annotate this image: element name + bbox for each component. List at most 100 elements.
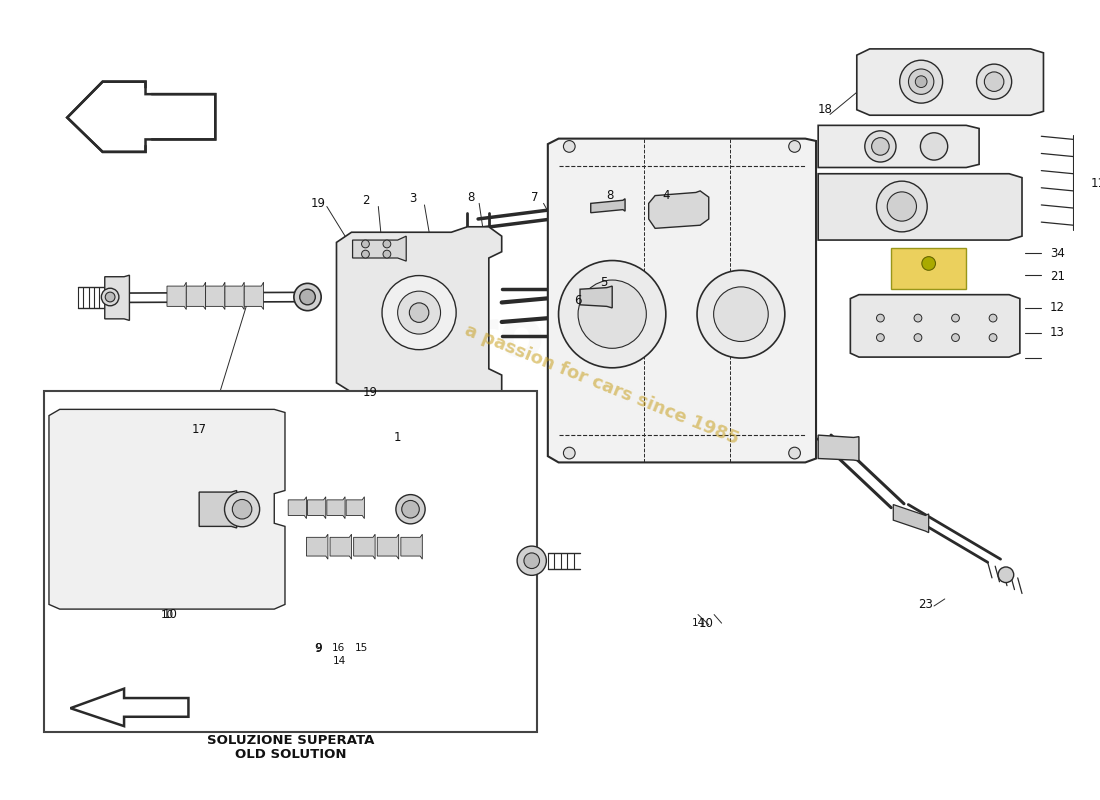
Text: 7: 7 bbox=[531, 190, 539, 204]
Circle shape bbox=[989, 334, 997, 342]
Circle shape bbox=[402, 501, 419, 518]
Circle shape bbox=[921, 133, 948, 160]
Polygon shape bbox=[818, 435, 859, 461]
Polygon shape bbox=[244, 282, 264, 310]
Circle shape bbox=[952, 334, 959, 342]
Circle shape bbox=[989, 314, 997, 322]
Circle shape bbox=[409, 303, 429, 322]
Circle shape bbox=[559, 261, 665, 368]
Text: 10: 10 bbox=[163, 608, 177, 621]
Circle shape bbox=[871, 138, 889, 155]
Circle shape bbox=[900, 60, 943, 103]
Circle shape bbox=[888, 192, 916, 221]
Circle shape bbox=[224, 492, 260, 526]
Text: 10: 10 bbox=[700, 617, 714, 630]
Circle shape bbox=[914, 334, 922, 342]
Circle shape bbox=[383, 250, 390, 258]
Circle shape bbox=[106, 292, 116, 302]
Polygon shape bbox=[67, 82, 216, 152]
Text: 15: 15 bbox=[354, 643, 367, 653]
Polygon shape bbox=[186, 282, 206, 310]
Circle shape bbox=[697, 270, 784, 358]
Circle shape bbox=[922, 257, 935, 270]
Polygon shape bbox=[850, 294, 1020, 357]
Text: 23: 23 bbox=[918, 598, 933, 611]
Polygon shape bbox=[400, 534, 422, 559]
Text: 13: 13 bbox=[1049, 326, 1065, 339]
Circle shape bbox=[909, 69, 934, 94]
Polygon shape bbox=[70, 689, 188, 726]
Text: 9: 9 bbox=[315, 642, 322, 654]
Circle shape bbox=[998, 567, 1014, 582]
Text: 1: 1 bbox=[394, 431, 402, 444]
Polygon shape bbox=[377, 534, 398, 559]
Text: 14: 14 bbox=[333, 655, 346, 666]
Circle shape bbox=[877, 334, 884, 342]
Polygon shape bbox=[337, 226, 502, 398]
Text: 6: 6 bbox=[574, 294, 582, 306]
Circle shape bbox=[877, 314, 884, 322]
Circle shape bbox=[563, 447, 575, 459]
Polygon shape bbox=[78, 89, 210, 145]
Text: 9: 9 bbox=[315, 643, 321, 653]
Polygon shape bbox=[857, 49, 1044, 115]
Circle shape bbox=[383, 240, 390, 248]
Text: 14: 14 bbox=[692, 618, 705, 628]
Circle shape bbox=[952, 314, 959, 322]
Text: 3: 3 bbox=[409, 192, 416, 206]
Text: eurocars: eurocars bbox=[373, 305, 702, 370]
Polygon shape bbox=[104, 275, 130, 321]
Polygon shape bbox=[818, 126, 979, 167]
Text: SOLUZIONE SUPERATA: SOLUZIONE SUPERATA bbox=[207, 734, 374, 746]
Polygon shape bbox=[591, 198, 625, 213]
Text: 19: 19 bbox=[310, 197, 326, 210]
Text: 8: 8 bbox=[606, 189, 614, 202]
Bar bbox=[44, 390, 537, 731]
Polygon shape bbox=[308, 497, 326, 518]
Circle shape bbox=[789, 141, 801, 152]
Circle shape bbox=[524, 553, 539, 569]
Circle shape bbox=[517, 546, 547, 575]
Text: 10: 10 bbox=[161, 610, 174, 619]
Text: 2: 2 bbox=[362, 194, 370, 206]
Polygon shape bbox=[346, 497, 364, 518]
Circle shape bbox=[232, 499, 252, 519]
Circle shape bbox=[579, 280, 647, 348]
Text: 18: 18 bbox=[817, 103, 832, 116]
Polygon shape bbox=[893, 505, 928, 533]
Text: 8: 8 bbox=[466, 190, 474, 204]
Polygon shape bbox=[206, 282, 224, 310]
Text: OLD SOLUTION: OLD SOLUTION bbox=[234, 748, 346, 761]
Circle shape bbox=[397, 291, 440, 334]
Polygon shape bbox=[330, 534, 352, 559]
Polygon shape bbox=[50, 410, 285, 609]
Polygon shape bbox=[580, 286, 613, 308]
Polygon shape bbox=[353, 534, 375, 559]
Circle shape bbox=[362, 240, 370, 248]
Text: 16: 16 bbox=[332, 643, 345, 653]
Polygon shape bbox=[307, 534, 328, 559]
Polygon shape bbox=[288, 497, 307, 518]
Circle shape bbox=[101, 288, 119, 306]
Circle shape bbox=[914, 314, 922, 322]
Polygon shape bbox=[199, 490, 236, 528]
Circle shape bbox=[396, 494, 425, 524]
Text: 4: 4 bbox=[662, 189, 670, 202]
Text: a passion for cars since 1985: a passion for cars since 1985 bbox=[462, 321, 741, 448]
Circle shape bbox=[299, 290, 316, 305]
Circle shape bbox=[977, 64, 1012, 99]
Polygon shape bbox=[548, 138, 816, 462]
Circle shape bbox=[984, 72, 1004, 91]
Text: 12: 12 bbox=[1049, 302, 1065, 314]
Text: 11: 11 bbox=[1091, 177, 1100, 190]
Polygon shape bbox=[353, 236, 406, 261]
Circle shape bbox=[294, 283, 321, 310]
Text: 19: 19 bbox=[362, 386, 377, 398]
Circle shape bbox=[382, 275, 456, 350]
Circle shape bbox=[714, 287, 768, 342]
Text: 5: 5 bbox=[600, 277, 607, 290]
Polygon shape bbox=[891, 248, 966, 290]
Circle shape bbox=[563, 141, 575, 152]
Circle shape bbox=[362, 250, 370, 258]
Circle shape bbox=[789, 447, 801, 459]
